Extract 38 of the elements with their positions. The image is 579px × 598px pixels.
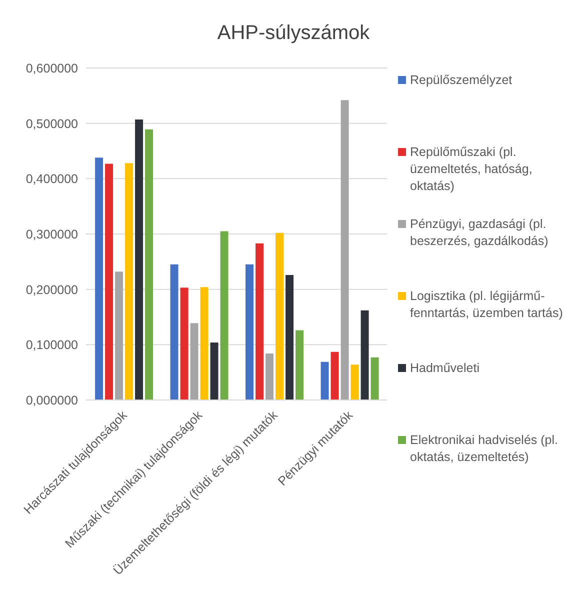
bar xyxy=(286,274,294,400)
bar xyxy=(145,129,154,400)
bar xyxy=(135,119,144,400)
bar xyxy=(370,357,379,400)
legend-label: Logisztika (pl. légijármű-fenntartás, üzemben tartás) xyxy=(410,288,564,322)
legend-label: Repülőszemélyzet xyxy=(410,72,512,89)
bar xyxy=(256,243,264,400)
y-tick-label: 0,600000 xyxy=(26,61,78,76)
bar xyxy=(190,323,198,400)
bar xyxy=(180,288,188,400)
y-tick-label: 0,300000 xyxy=(26,227,78,242)
bar xyxy=(200,287,208,400)
bar xyxy=(125,163,134,400)
y-tick-label: 0,500000 xyxy=(26,116,78,131)
bar xyxy=(246,264,254,400)
y-tick-label: 0,100000 xyxy=(26,338,78,352)
legend-label: Pénzügyi, gazdasági (pl. beszerzés, gazdálkodás) xyxy=(410,216,550,250)
bar xyxy=(350,364,359,400)
bar xyxy=(170,264,178,400)
bar xyxy=(210,342,218,400)
chart-title: AHP-súlyszámok xyxy=(216,22,371,45)
bar xyxy=(105,164,114,400)
bar xyxy=(95,158,104,400)
legend-label: Repülőműszaki (pl. üzemeltetés, hatóság, oktatás) xyxy=(410,144,534,195)
bar xyxy=(296,330,304,400)
y-tick-label: 0,000000 xyxy=(26,393,78,408)
bar xyxy=(360,310,369,400)
bar xyxy=(340,100,349,400)
legend-label: Elektronikai hadviselés (pl. oktatás, üzemeltetés) xyxy=(410,432,559,466)
y-tick-label: 0,400000 xyxy=(26,172,78,186)
y-tick-label: 0,200000 xyxy=(26,282,78,297)
bar xyxy=(330,352,339,400)
bar xyxy=(320,362,329,400)
bar xyxy=(220,231,228,400)
bar xyxy=(115,272,124,400)
bar xyxy=(276,232,284,400)
bar xyxy=(266,354,274,400)
legend-label: Hadműveleti xyxy=(410,360,480,377)
